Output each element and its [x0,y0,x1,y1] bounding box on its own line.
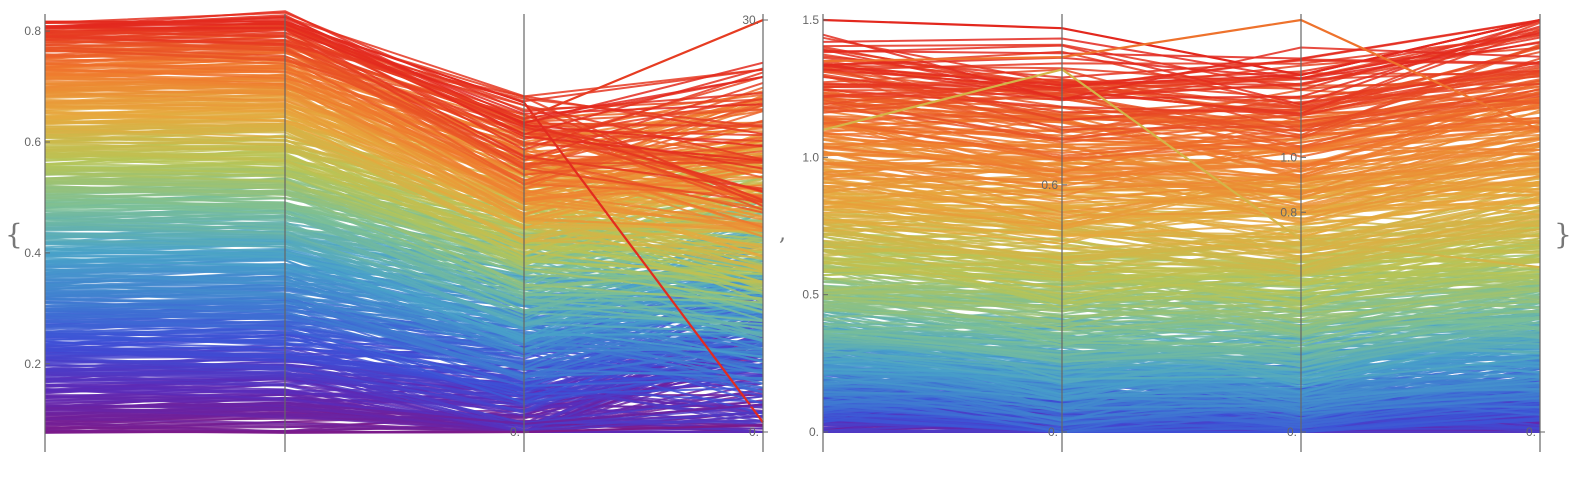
series-line [822,141,1541,217]
series-line [44,129,764,269]
series-line [44,172,764,291]
tick-label: 1.0 [802,150,819,164]
series-line [822,37,1541,81]
series-lines [822,18,1541,433]
series-line [822,21,1541,115]
series-line [822,195,1541,254]
list-separator: , [779,221,786,246]
series-line [44,26,764,124]
series-line [822,28,1541,115]
axes: 0.2 0.4 0.6 0.8 0. 0. 30. [24,13,768,452]
series-line [45,20,764,424]
series-line [44,74,764,200]
series-line [44,46,764,158]
series-line [44,80,764,198]
tick-label: 0.6 [24,135,41,149]
series-line [822,33,1541,101]
list-close-brace: } [1554,218,1572,251]
series-line [44,18,764,121]
series-line [44,383,764,433]
tick-label: 1.0 [1280,150,1297,164]
tick-label: 0. [1287,425,1297,439]
series-line [822,170,1541,210]
series-line [44,55,764,182]
series-lines [44,10,764,434]
series-line [44,65,764,195]
series-line [822,310,1541,353]
tick-label: 0. [510,425,520,439]
series-line [44,41,764,165]
series-line [822,32,1541,80]
series-line [822,279,1541,330]
series-line [822,326,1541,357]
series-line [44,248,764,322]
series-line [822,82,1541,157]
series-line [822,99,1541,160]
tick-label: 0.5 [802,288,819,302]
tick-label: 0.2 [24,357,41,371]
series-line [822,130,1541,192]
series-line [822,161,1541,203]
series-line [822,413,1541,433]
series-line [822,176,1541,238]
series-line [44,319,764,388]
series-line [44,109,764,257]
tick-label: 1.5 [802,13,819,27]
series-line [44,401,764,425]
tick-label: 0.8 [1280,205,1297,219]
series-line [822,119,1541,180]
series-line [44,55,764,126]
series-line [822,331,1541,398]
tick-label: 30. [742,13,759,27]
series-line [45,424,764,434]
tick-label: 0.6 [1041,178,1058,192]
series-line [822,254,1541,304]
axes: 0. 0.5 1.0 1.5 0. 0.6 0. 0.8 1.0 0. [802,13,1545,452]
series-line [822,142,1541,183]
series-line [44,255,764,337]
series-line [822,257,1541,334]
series-line [822,138,1541,194]
tick-label: 0. [749,425,759,439]
parallel-coordinates-chart-left: 0.2 0.4 0.6 0.8 0. 0. 30. [24,10,768,452]
series-line [822,18,1541,77]
series-line [822,19,1541,60]
series-line [44,234,764,334]
series-line [822,183,1541,237]
series-line [44,204,764,283]
tick-label: 0.8 [24,24,41,38]
tick-label: 0. [1048,425,1058,439]
series-line [822,18,1541,131]
tick-label: 0.4 [24,246,41,260]
tick-label: 0. [1526,425,1536,439]
tick-label: 0. [809,425,819,439]
series-line [44,144,764,284]
series-line [44,177,764,304]
parallel-coordinates-chart-right: 0. 0.5 1.0 1.5 0. 0.6 0. 0.8 1.0 0. [802,13,1545,452]
series-line [822,31,1541,89]
series-line [822,301,1541,350]
series-line [44,162,764,267]
series-line [822,109,1541,196]
series-line [822,116,1541,141]
series-line [44,287,764,353]
list-open-brace: { [5,218,23,251]
series-line [822,68,1541,269]
